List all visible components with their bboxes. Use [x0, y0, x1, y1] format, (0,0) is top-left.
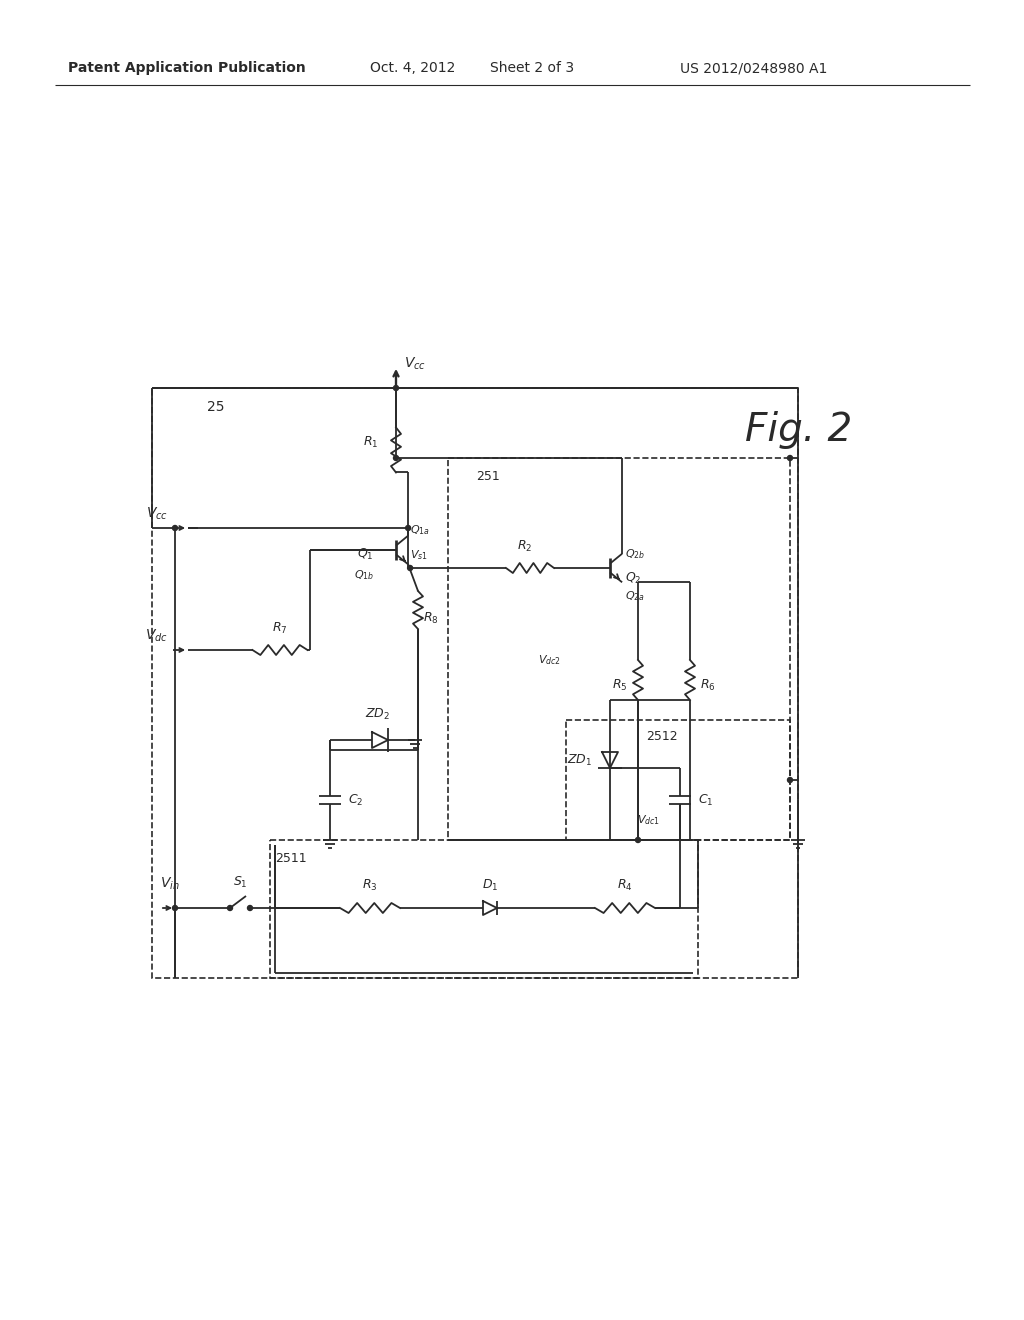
Text: $S_1$: $S_1$ — [232, 875, 248, 890]
Text: 2511: 2511 — [275, 851, 306, 865]
Text: $Q_{1a}$: $Q_{1a}$ — [410, 523, 430, 537]
Text: $Q_1$: $Q_1$ — [357, 546, 374, 561]
Text: Patent Application Publication: Patent Application Publication — [68, 61, 306, 75]
Text: $C_2$: $C_2$ — [348, 792, 364, 808]
Text: $R_4$: $R_4$ — [617, 878, 633, 894]
Text: $V_{cc}$: $V_{cc}$ — [146, 506, 168, 523]
Text: $R_7$: $R_7$ — [272, 620, 288, 636]
Text: $Q_{2b}$: $Q_{2b}$ — [626, 546, 645, 561]
Circle shape — [408, 565, 413, 570]
Text: $R_8$: $R_8$ — [423, 610, 438, 626]
Circle shape — [393, 455, 398, 461]
Text: $V_{in}$: $V_{in}$ — [160, 875, 180, 892]
Circle shape — [172, 906, 177, 911]
Circle shape — [172, 525, 177, 531]
Text: Fig. 2: Fig. 2 — [745, 411, 852, 449]
Text: $C_1$: $C_1$ — [698, 792, 714, 808]
Text: Sheet 2 of 3: Sheet 2 of 3 — [490, 61, 574, 75]
Text: $V_{cc}$: $V_{cc}$ — [404, 356, 426, 372]
Circle shape — [227, 906, 232, 911]
Circle shape — [787, 777, 793, 783]
Text: Oct. 4, 2012: Oct. 4, 2012 — [370, 61, 456, 75]
Circle shape — [636, 837, 640, 842]
Circle shape — [393, 385, 398, 391]
Text: 251: 251 — [476, 470, 500, 483]
Text: $R_3$: $R_3$ — [362, 878, 378, 894]
Circle shape — [787, 455, 793, 461]
Bar — [566, 719, 790, 840]
Text: $V_{dc1}$: $V_{dc1}$ — [637, 813, 660, 826]
Text: $V_{dc}$: $V_{dc}$ — [145, 628, 168, 644]
Text: $R_2$: $R_2$ — [517, 539, 532, 554]
Text: 25: 25 — [207, 400, 224, 414]
Text: $Q_2$: $Q_2$ — [626, 570, 642, 586]
Text: US 2012/0248980 A1: US 2012/0248980 A1 — [680, 61, 827, 75]
Text: $V_{s1}$: $V_{s1}$ — [410, 548, 428, 562]
Bar — [270, 840, 698, 978]
Text: $R_1$: $R_1$ — [362, 434, 378, 450]
Bar — [152, 388, 798, 978]
Text: $ZD_2$: $ZD_2$ — [366, 708, 390, 722]
Text: $V_{dc2}$: $V_{dc2}$ — [538, 653, 561, 667]
Circle shape — [406, 525, 411, 531]
Text: $ZD_1$: $ZD_1$ — [567, 752, 592, 767]
Text: $Q_{1b}$: $Q_{1b}$ — [353, 568, 374, 582]
Text: $R_5$: $R_5$ — [612, 677, 628, 693]
Text: $D_1$: $D_1$ — [482, 878, 499, 894]
Bar — [449, 458, 790, 840]
Text: 2512: 2512 — [646, 730, 678, 743]
Circle shape — [248, 906, 253, 911]
Text: $R_6$: $R_6$ — [700, 677, 716, 693]
Text: $Q_{2a}$: $Q_{2a}$ — [626, 589, 645, 603]
